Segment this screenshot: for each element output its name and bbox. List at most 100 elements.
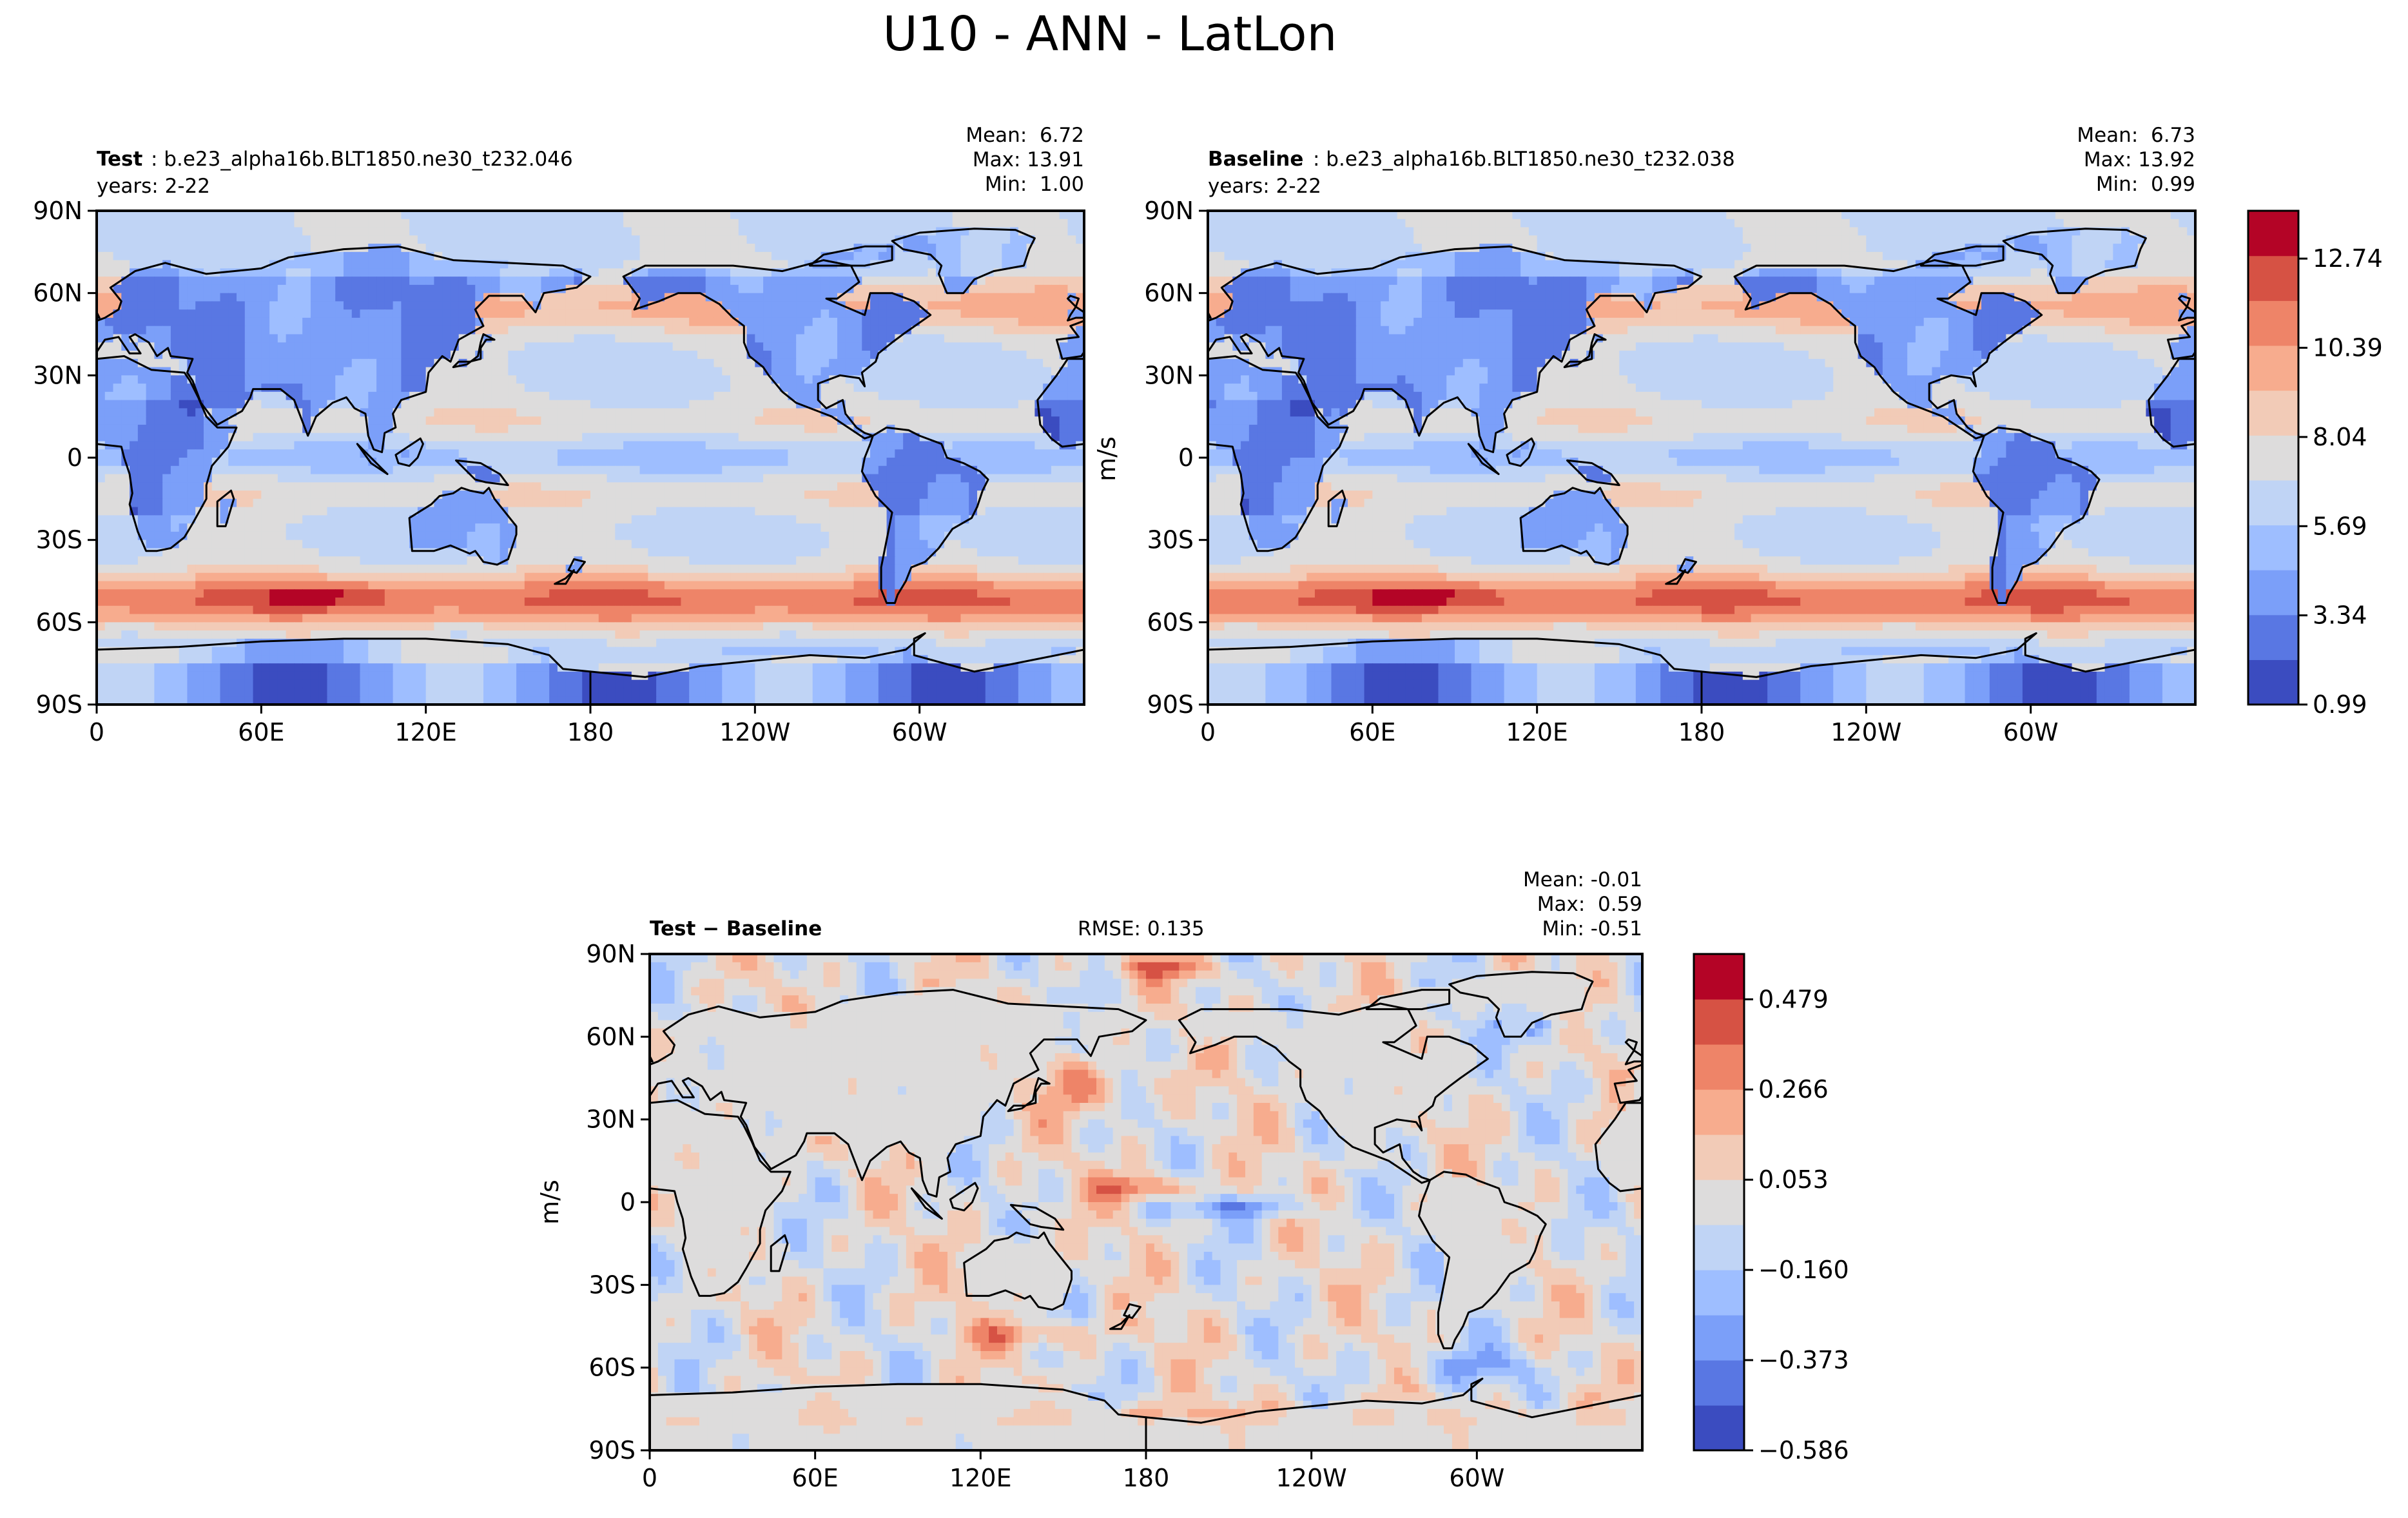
test-cell [1026,293,1036,302]
test-cell [467,219,476,228]
test-cell [187,317,196,327]
test-cell [738,251,748,261]
test-cell [837,235,846,244]
test-cell [179,523,188,532]
test-cell [244,408,254,417]
test-cell [516,211,525,220]
test-cell [985,260,995,269]
test-cell [1059,211,1069,220]
test-cell [97,235,106,244]
test-cell [532,284,542,294]
test-cell [598,375,608,384]
test-cell [269,384,278,393]
test-cell [1034,334,1044,343]
test-cell [500,260,509,269]
test-cell [615,334,624,343]
test-cell [919,523,929,532]
test-cell [97,244,106,253]
test-cell [376,491,385,500]
test-stat-mean: Mean: 6.72 [966,124,1084,147]
test-cell [195,367,204,376]
test-cell [532,441,542,450]
test-cell [162,515,171,524]
test-cell [532,375,542,384]
test-cell [146,334,155,343]
test-cell [425,351,435,360]
test-cell [261,351,270,360]
test-cell [1034,523,1044,532]
test-cell [491,358,501,368]
test-cell [878,531,888,541]
test-cell [738,358,748,368]
test-cell [351,449,361,458]
test-cell [911,244,920,253]
test-cell [491,424,501,434]
test-cell [837,465,846,475]
test-cell [788,416,797,425]
test-cell [648,400,657,409]
test-cell [310,548,320,557]
test-cell [1043,251,1052,261]
test-cell [500,491,509,500]
test-cell [532,424,542,434]
test-cell [705,474,715,483]
test-cell [565,465,575,475]
test-cell [722,507,731,516]
test-cell [187,416,196,425]
test-cell [672,384,682,393]
test-cell [1002,498,1011,508]
test-cell [500,309,509,318]
test-cell [1034,260,1044,269]
test-cell [656,400,665,409]
test-cell [639,400,649,409]
test-cell [228,416,237,425]
test-cell [788,474,797,483]
test-cell [615,260,624,269]
test-cell [812,309,822,318]
test-cell [154,301,163,310]
test-cell [360,474,369,483]
test-cell [1002,342,1011,351]
test-cell [1043,326,1052,335]
test-cell [648,235,657,244]
test-cell [549,523,558,532]
test-cell [253,482,262,491]
test-cell [475,400,484,409]
test-cell [738,244,748,253]
test-cell [154,244,163,253]
test-cell [1002,515,1011,524]
test-cell [351,416,361,425]
test-cell [425,260,435,269]
test-cell [697,277,706,286]
test-cell [302,384,311,393]
test-cell [1067,391,1076,401]
test-cell [1010,309,1019,318]
test-cell [335,491,344,500]
test-cell [277,515,287,524]
test-cell [532,326,542,335]
test-cell [277,342,287,351]
test-cell [170,498,180,508]
test-cell [1002,284,1011,294]
test-cell [788,507,797,516]
test-cell [425,441,435,450]
test-cell [1051,531,1060,541]
test-cell [549,424,558,434]
test-cell [623,465,632,475]
test-cell [911,268,920,277]
test-cell [615,458,624,467]
test-cell [722,498,731,508]
test-cell [393,326,402,335]
test-cell [689,219,698,228]
test-cell [1018,284,1027,294]
test-cell [763,507,772,516]
test-cell [574,358,583,368]
test-cell [475,358,484,368]
test-cell [672,465,682,475]
test-cell [631,244,641,253]
test-cell [911,358,920,368]
test-cell [310,227,320,236]
test-cell [919,284,929,294]
test-cell [812,515,822,524]
test-cell [253,408,262,417]
